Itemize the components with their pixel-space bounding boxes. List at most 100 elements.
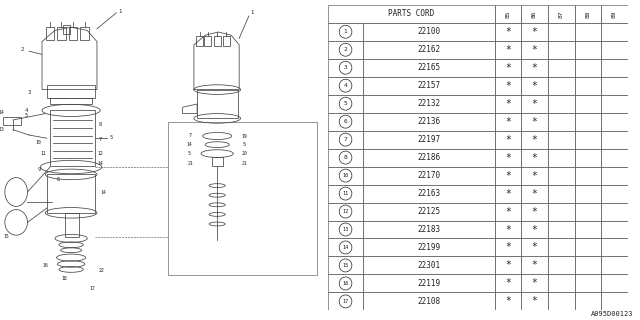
Text: 22132: 22132 bbox=[417, 99, 440, 108]
Bar bbox=[363, 77, 495, 95]
Bar bbox=[575, 95, 601, 113]
Bar bbox=[495, 5, 521, 23]
Bar bbox=[328, 167, 363, 185]
Bar bbox=[495, 167, 521, 185]
Text: *: * bbox=[505, 63, 511, 73]
Bar bbox=[601, 275, 628, 292]
Text: *: * bbox=[532, 225, 538, 235]
Bar bbox=[495, 113, 521, 131]
Bar bbox=[548, 292, 575, 310]
Bar bbox=[495, 95, 521, 113]
Bar bbox=[575, 203, 601, 220]
Bar bbox=[495, 292, 521, 310]
Bar bbox=[328, 148, 363, 167]
Bar bbox=[63, 25, 70, 34]
Text: *: * bbox=[532, 188, 538, 198]
Text: 22125: 22125 bbox=[417, 207, 440, 216]
Text: 13: 13 bbox=[0, 127, 4, 132]
Bar bbox=[575, 77, 601, 95]
Text: 13: 13 bbox=[342, 227, 349, 232]
Text: 22183: 22183 bbox=[417, 225, 440, 234]
Text: *: * bbox=[505, 188, 511, 198]
Text: *: * bbox=[505, 81, 511, 91]
Text: 22199: 22199 bbox=[417, 243, 440, 252]
Bar bbox=[495, 148, 521, 167]
Bar bbox=[363, 220, 495, 238]
Bar bbox=[68, 27, 77, 40]
Bar bbox=[328, 23, 363, 41]
Text: *: * bbox=[532, 171, 538, 180]
Text: 18: 18 bbox=[62, 276, 67, 281]
Text: 2: 2 bbox=[344, 47, 348, 52]
Bar bbox=[548, 167, 575, 185]
Text: 12: 12 bbox=[97, 151, 103, 156]
Text: *: * bbox=[505, 45, 511, 55]
Text: 14: 14 bbox=[0, 110, 4, 115]
Bar bbox=[328, 256, 363, 275]
Bar bbox=[548, 41, 575, 59]
Text: 3: 3 bbox=[28, 90, 31, 95]
Bar bbox=[521, 5, 548, 23]
Text: *: * bbox=[505, 243, 511, 252]
Bar bbox=[81, 27, 89, 40]
Text: 6: 6 bbox=[344, 119, 348, 124]
Bar bbox=[363, 113, 495, 131]
Text: 7: 7 bbox=[99, 137, 102, 142]
Text: 14: 14 bbox=[186, 142, 192, 147]
Text: 22136: 22136 bbox=[417, 117, 440, 126]
Text: *: * bbox=[532, 45, 538, 55]
Bar bbox=[495, 131, 521, 148]
Bar bbox=[601, 41, 628, 59]
Text: 1: 1 bbox=[344, 29, 348, 34]
Bar bbox=[575, 275, 601, 292]
Bar bbox=[521, 77, 548, 95]
Text: 16: 16 bbox=[42, 263, 48, 268]
Text: 1: 1 bbox=[118, 9, 121, 14]
Bar bbox=[575, 167, 601, 185]
Text: 17: 17 bbox=[342, 299, 349, 304]
Bar bbox=[328, 131, 363, 148]
Bar bbox=[575, 292, 601, 310]
Bar bbox=[495, 41, 521, 59]
Text: *: * bbox=[532, 296, 538, 307]
Bar bbox=[495, 59, 521, 77]
Bar bbox=[328, 203, 363, 220]
Bar bbox=[521, 148, 548, 167]
Bar bbox=[521, 256, 548, 275]
Text: 20: 20 bbox=[241, 151, 247, 156]
Bar bbox=[601, 77, 628, 95]
Text: 4: 4 bbox=[24, 108, 28, 113]
Bar bbox=[328, 238, 363, 256]
Text: PARTS CORD: PARTS CORD bbox=[388, 9, 435, 18]
Bar bbox=[363, 59, 495, 77]
Bar bbox=[575, 59, 601, 77]
Text: 22165: 22165 bbox=[417, 63, 440, 72]
Text: 15: 15 bbox=[4, 234, 10, 239]
Text: 89: 89 bbox=[612, 10, 617, 18]
Text: 12: 12 bbox=[342, 209, 349, 214]
Text: 22108: 22108 bbox=[417, 297, 440, 306]
Bar bbox=[521, 59, 548, 77]
Text: 11: 11 bbox=[342, 191, 349, 196]
Text: *: * bbox=[532, 153, 538, 163]
Text: 22162: 22162 bbox=[417, 45, 440, 54]
Text: 14: 14 bbox=[100, 189, 106, 195]
Text: A095D00123: A095D00123 bbox=[591, 311, 634, 317]
Bar bbox=[328, 220, 363, 238]
Bar bbox=[363, 148, 495, 167]
Bar bbox=[548, 238, 575, 256]
Bar bbox=[328, 41, 363, 59]
Bar bbox=[601, 238, 628, 256]
Bar bbox=[575, 5, 601, 23]
Text: 10: 10 bbox=[36, 140, 42, 145]
Bar bbox=[521, 238, 548, 256]
Bar bbox=[521, 95, 548, 113]
Bar bbox=[548, 275, 575, 292]
Bar bbox=[521, 203, 548, 220]
Text: *: * bbox=[505, 278, 511, 288]
Text: 16: 16 bbox=[342, 281, 349, 286]
Text: *: * bbox=[505, 99, 511, 109]
Bar bbox=[548, 203, 575, 220]
Bar bbox=[601, 5, 628, 23]
Text: 19: 19 bbox=[241, 133, 247, 139]
